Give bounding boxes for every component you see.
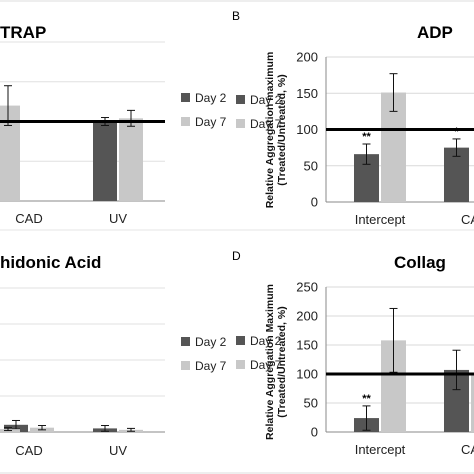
legend-swatch — [236, 360, 245, 369]
y-tick-label: 200 — [296, 50, 318, 65]
legend-swatch — [181, 337, 190, 346]
y-tick-label: 0 — [311, 195, 318, 210]
legend-label: Day 7 — [250, 117, 282, 131]
legend-swatch — [181, 117, 190, 126]
y-tick-label: 100 — [296, 367, 318, 382]
legend-swatch — [236, 336, 245, 345]
y-tick-label: 150 — [296, 86, 318, 101]
legend-swatch — [181, 93, 190, 102]
category-label: UV — [109, 211, 127, 226]
legend-label: Day 2 — [195, 91, 227, 105]
panel-label: D — [232, 249, 241, 263]
chart-title: hidonic Acid — [0, 253, 101, 272]
y-axis-label-line: (Treated/Untreated, %) — [276, 306, 288, 417]
y-tick-label: 150 — [296, 338, 318, 353]
significance-marker: ** — [362, 393, 371, 405]
legend-label: Day 7 — [195, 115, 227, 129]
legend-label: Day 7 — [195, 359, 227, 373]
legend-label: Day 2 — [250, 334, 282, 348]
chart-title: ADP — [417, 23, 453, 42]
y-axis-label-line: (Treated/Untreated, %) — [276, 74, 288, 185]
category-label: CAD — [15, 443, 42, 458]
y-axis-label-line: Relative Aggregation Maximum — [264, 284, 276, 440]
legend-swatch — [181, 361, 190, 370]
bar-day-7 — [0, 105, 20, 201]
y-axis-label: Relative Aggregation maximum(Treated/Unt… — [264, 52, 288, 209]
y-tick-label: 50 — [304, 158, 318, 173]
category-label: Intercept — [355, 212, 406, 227]
legend-label: Day 7 — [250, 358, 282, 372]
chart-title: TRAP — [0, 23, 46, 42]
bar-day-2 — [93, 121, 117, 201]
y-axis-label-line: Relative Aggregation maximum — [264, 52, 276, 209]
significance-marker: * — [454, 126, 459, 138]
y-tick-label: 0 — [311, 425, 318, 440]
chart-title: Collag — [394, 253, 446, 272]
y-tick-label: 50 — [304, 396, 318, 411]
y-tick-label: 250 — [296, 280, 318, 295]
category-label: CAD — [15, 211, 42, 226]
bar-day-7 — [119, 118, 143, 201]
legend-label: Day 2 — [250, 93, 282, 107]
y-axis-label: Relative Aggregation Maximum(Treated/Unt… — [264, 284, 288, 440]
legend-swatch — [236, 119, 245, 128]
legend-label: Day 2 — [195, 335, 227, 349]
category-label: Intercept — [355, 442, 406, 457]
significance-marker: ** — [362, 131, 371, 143]
legend-swatch — [236, 95, 245, 104]
category-label: CA — [461, 442, 474, 457]
y-tick-label: 200 — [296, 309, 318, 324]
panel-label: B — [232, 9, 240, 23]
bar-day-7 — [471, 374, 474, 432]
y-tick-label: 100 — [296, 122, 318, 137]
category-label: UV — [109, 443, 127, 458]
category-label: CA — [461, 212, 474, 227]
